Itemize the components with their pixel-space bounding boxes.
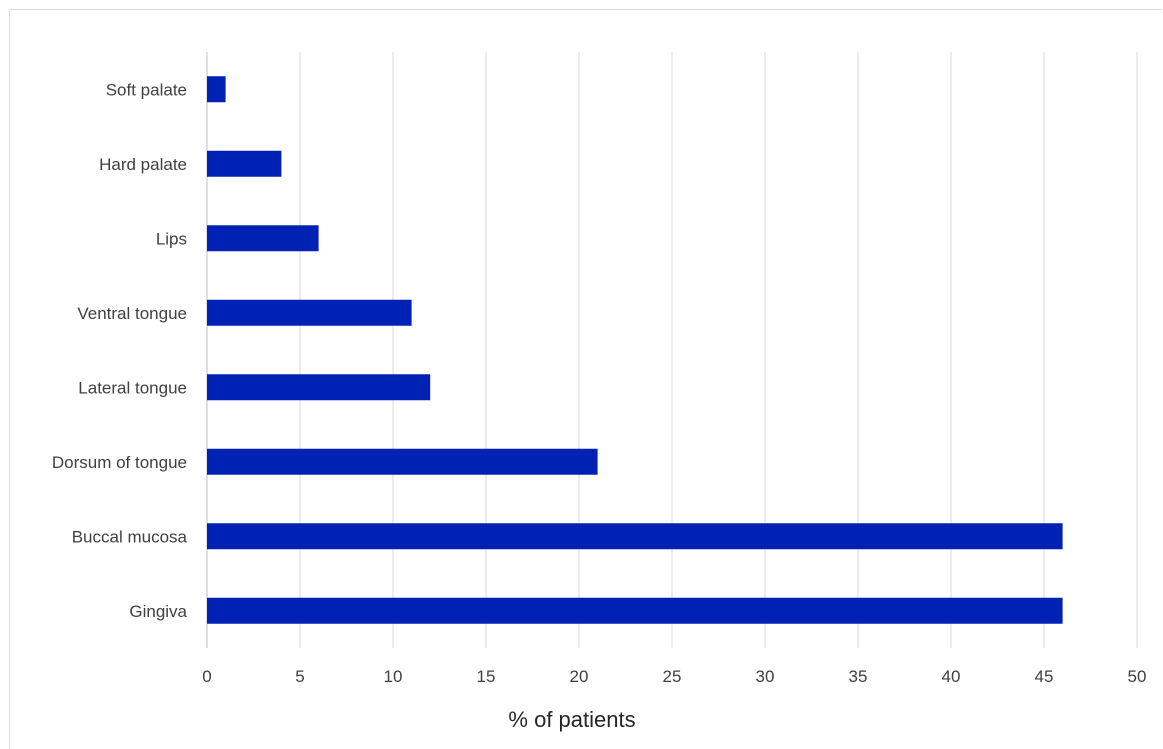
x-tick-label: 30 [756,667,775,686]
x-tick-label: 0 [202,667,211,686]
x-tick-labels: 0 5 10 15 20 25 30 35 40 45 50 [202,667,1146,686]
category-label: Ventral tongue [77,304,187,323]
x-tick-label: 45 [1035,667,1054,686]
x-tick-label: 5 [295,667,304,686]
x-axis-title: % of patients [508,707,635,732]
category-label: Soft palate [106,80,187,99]
bar-dorsum-of-tongue [207,448,598,475]
bar-hard-palate [207,150,282,177]
bar-gingiva [207,597,1063,624]
bars [207,76,1063,624]
category-label: Hard palate [99,155,187,174]
x-tick-label: 25 [663,667,682,686]
x-tick-label: 15 [477,667,496,686]
bar-soft-palate [207,76,226,103]
x-tick-label: 20 [570,667,589,686]
chart-frame [9,9,1162,749]
bar-lateral-tongue [207,374,431,401]
category-label: Gingiva [129,602,187,621]
category-label: Lateral tongue [78,378,187,397]
category-label: Buccal mucosa [72,527,188,546]
bar-lips [207,225,319,252]
bar-buccal-mucosa [207,523,1063,550]
category-label: Lips [156,229,187,248]
x-tick-label: 50 [1128,667,1147,686]
x-tick-label: 10 [384,667,403,686]
gridlines [206,52,1138,648]
bar-ventral-tongue [207,299,412,326]
x-tick-label: 40 [942,667,961,686]
x-tick-label: 35 [849,667,868,686]
category-labels: Gingiva Buccal mucosa Dorsum of tongue Late… [52,80,188,621]
category-label: Dorsum of tongue [52,453,187,472]
